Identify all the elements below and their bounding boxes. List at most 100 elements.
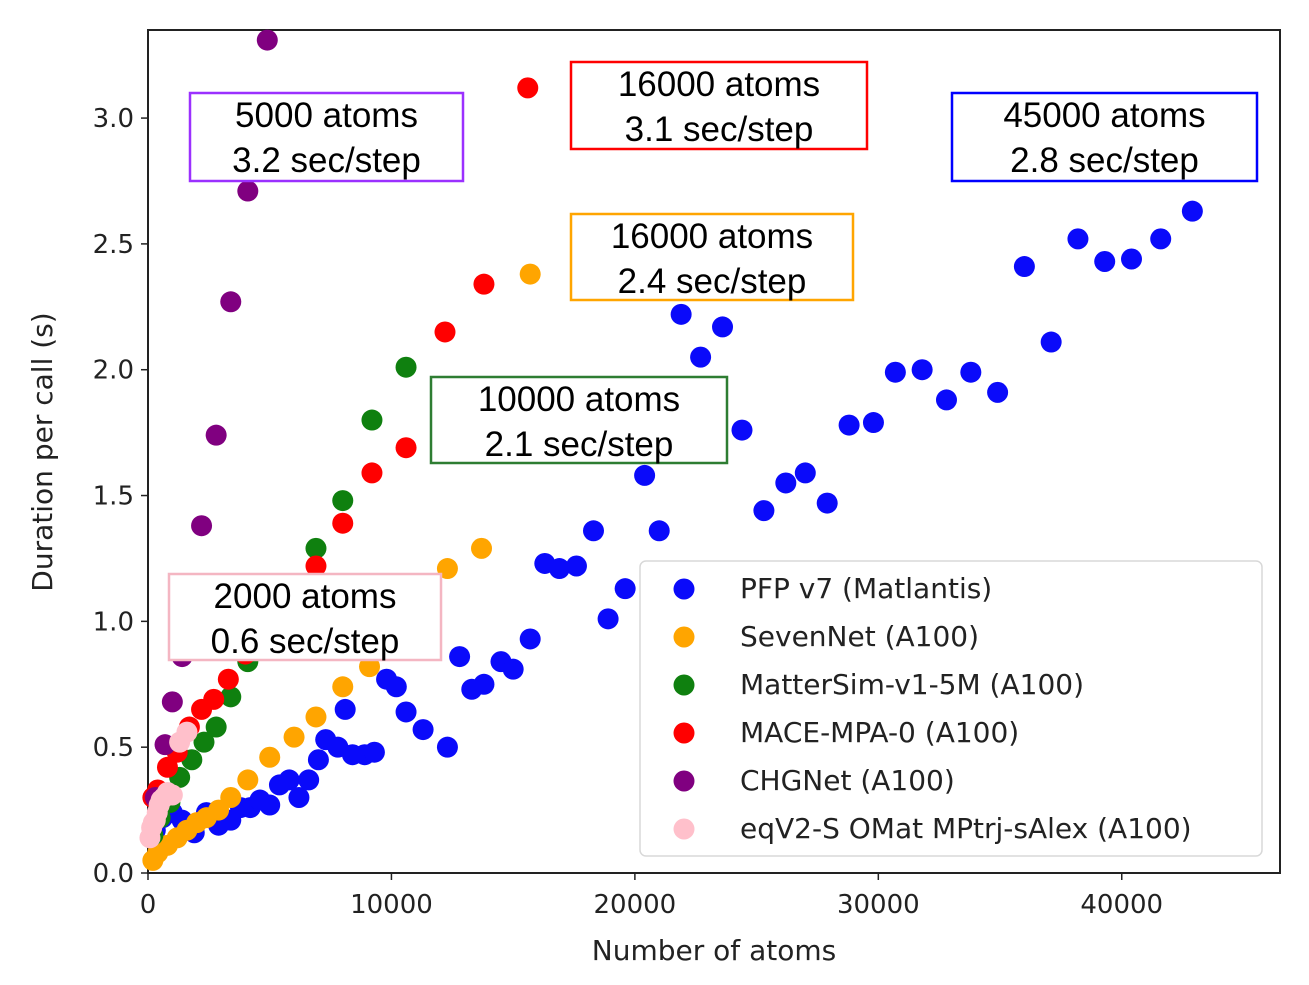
plot-frame <box>147 29 1281 874</box>
data-point <box>517 77 539 99</box>
y-axis-label: Duration per call (s) <box>26 312 59 591</box>
data-point <box>1181 200 1203 222</box>
data-point <box>305 537 327 559</box>
data-point <box>1150 228 1172 250</box>
data-point <box>359 656 381 678</box>
annotation-frame <box>167 572 443 662</box>
y-axis-ticks: 0.0 0.5 1.0 1.5 2.0 2.5 3.0 <box>93 104 148 889</box>
data-point <box>237 769 259 791</box>
data-point <box>385 676 407 698</box>
data-point <box>203 688 225 710</box>
x-tick-label: 20000 <box>594 890 677 920</box>
data-point <box>191 515 213 537</box>
annotation-speed: 2.8 sec/step <box>1010 141 1199 180</box>
x-tick-label: 30000 <box>837 890 920 920</box>
y-tick-label: 2.5 <box>93 230 134 260</box>
annotation-box: 16000 atoms 2.4 sec/step <box>569 212 855 302</box>
data-point <box>775 472 797 494</box>
data-point <box>1013 256 1035 278</box>
annotation-atoms: 10000 atoms <box>478 380 680 419</box>
annotation-box: 10000 atoms 2.1 sec/step <box>429 375 729 465</box>
data-point <box>712 316 734 338</box>
data-point <box>298 769 320 791</box>
data-point <box>753 500 775 522</box>
annotation-box: 5000 atoms 3.2 sec/step <box>188 91 465 183</box>
data-point <box>220 787 242 809</box>
data-point <box>412 719 434 741</box>
data-point <box>731 419 753 441</box>
data-point <box>305 555 327 577</box>
data-point <box>670 303 692 325</box>
x-tick-label: 0 <box>140 890 157 920</box>
x-tick-label: 10000 <box>350 890 433 920</box>
data-point <box>217 668 239 690</box>
data-point <box>278 769 300 791</box>
legend-marker <box>673 818 695 840</box>
data-points <box>139 29 1203 871</box>
legend-label: PFP v7 (Matlantis) <box>740 572 992 605</box>
annotations: 5000 atoms 3.2 sec/step 16000 atoms 3.1 sec… <box>167 60 1259 662</box>
legend-box <box>639 560 1263 857</box>
legend-label: SevenNet (A100) <box>740 620 979 653</box>
series-1 <box>142 263 541 871</box>
annotation-frame <box>569 212 855 302</box>
data-point <box>434 321 456 343</box>
y-tick-label: 1.0 <box>93 607 134 637</box>
data-point <box>305 706 327 728</box>
data-point <box>256 29 278 51</box>
legend-marker <box>673 626 695 648</box>
data-point <box>220 686 242 708</box>
legend-label: CHGNet (A100) <box>740 764 955 797</box>
data-point <box>161 691 183 713</box>
legend-marker <box>673 770 695 792</box>
data-point <box>862 412 884 434</box>
data-point <box>363 741 385 763</box>
annotation-speed: 3.2 sec/step <box>232 141 421 180</box>
data-point <box>332 512 354 534</box>
annotation-atoms: 2000 atoms <box>214 577 397 616</box>
data-point <box>332 490 354 512</box>
data-point <box>816 492 838 514</box>
data-point <box>176 721 198 743</box>
x-axis-label: Number of atoms <box>592 934 836 967</box>
annotation-speed: 0.6 sec/step <box>211 622 400 661</box>
data-point <box>690 346 712 368</box>
annotation-box: 16000 atoms 3.1 sec/step <box>569 60 869 151</box>
legend-marker <box>673 722 695 744</box>
data-point <box>884 361 906 383</box>
data-point <box>449 646 471 668</box>
x-tick-label: 40000 <box>1080 890 1163 920</box>
data-point <box>259 746 281 768</box>
data-point <box>548 558 570 580</box>
legend: PFP v7 (Matlantis) SevenNet (A100) MatterS… <box>639 560 1263 857</box>
y-tick-label: 3.0 <box>93 104 134 134</box>
annotation-atoms: 45000 atoms <box>1003 96 1205 135</box>
data-point <box>307 749 329 771</box>
annotation-box: 45000 atoms 2.8 sec/step <box>950 91 1259 183</box>
data-point <box>987 381 1009 403</box>
series-5 <box>139 721 198 849</box>
legend-label: MatterSim-v1-5M (A100) <box>740 668 1084 701</box>
data-point <box>1121 248 1143 270</box>
data-point <box>911 359 933 381</box>
data-point <box>205 424 227 446</box>
data-point <box>519 263 541 285</box>
data-point <box>332 676 354 698</box>
data-point <box>395 356 417 378</box>
legend-marker <box>673 578 695 600</box>
legend-marker <box>673 674 695 696</box>
annotation-speed: 2.4 sec/step <box>618 262 807 301</box>
data-point <box>361 409 383 431</box>
legend-label: MACE-MPA-0 (A100) <box>740 716 1019 749</box>
data-point <box>794 462 816 484</box>
series-4 <box>144 29 278 809</box>
data-point <box>471 537 493 559</box>
data-point <box>935 389 957 411</box>
data-point <box>838 414 860 436</box>
data-point <box>259 794 281 816</box>
data-point <box>283 726 305 748</box>
legend-label: eqV2-S OMat MPtrj-sAlex (A100) <box>740 812 1192 845</box>
data-point <box>395 701 417 723</box>
data-point <box>1040 331 1062 353</box>
